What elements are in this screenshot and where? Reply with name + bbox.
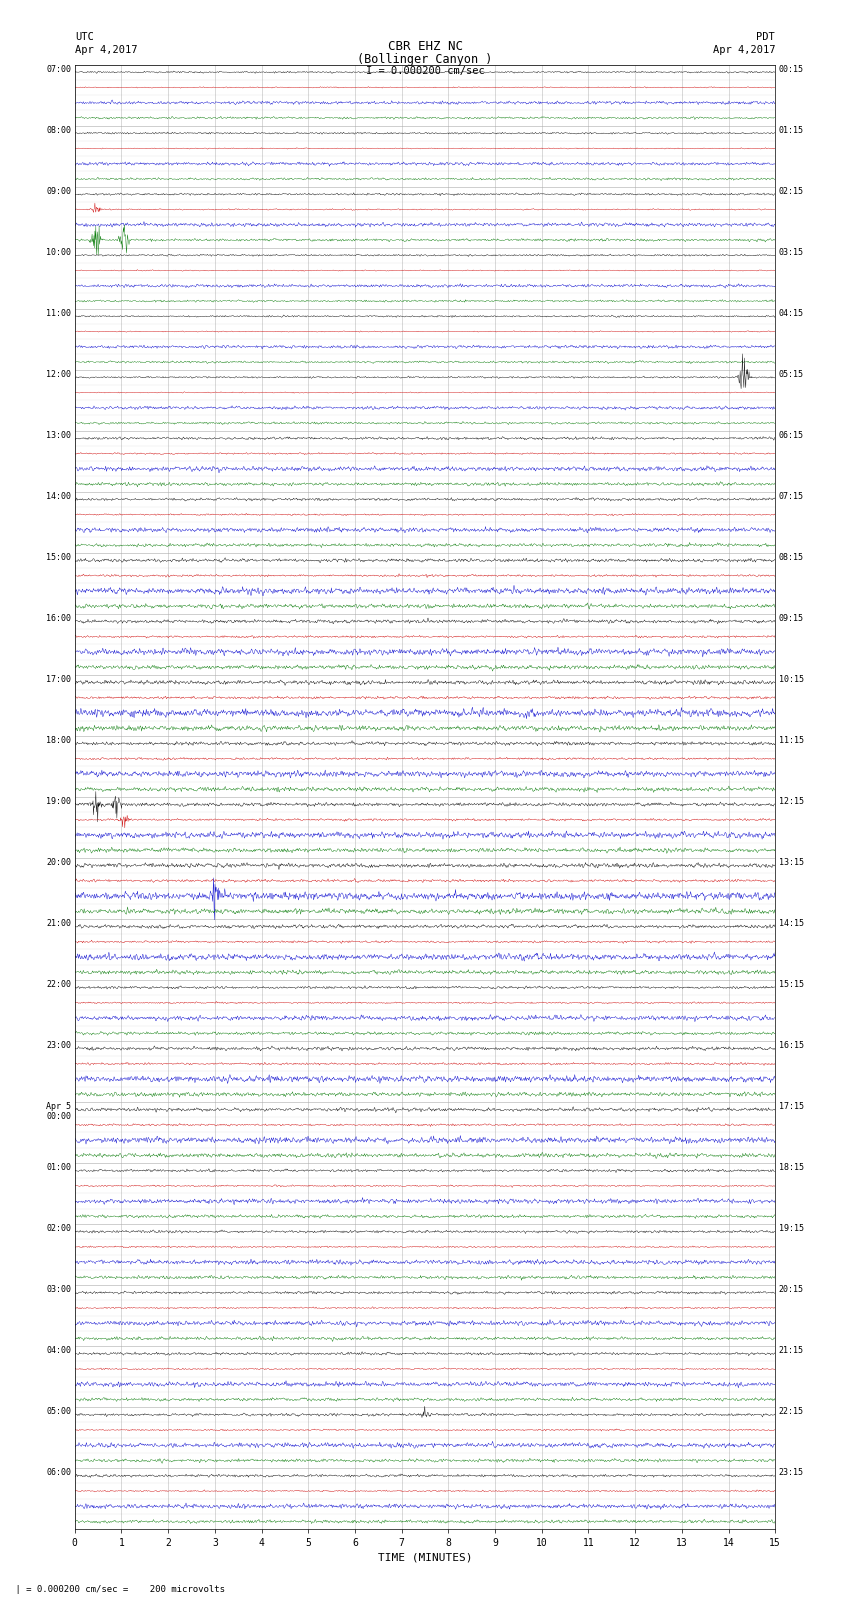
Text: 00:15: 00:15 bbox=[779, 65, 804, 74]
Text: 20:00: 20:00 bbox=[46, 858, 71, 866]
Text: 02:00: 02:00 bbox=[46, 1224, 71, 1232]
X-axis label: TIME (MINUTES): TIME (MINUTES) bbox=[377, 1552, 473, 1563]
Text: 03:00: 03:00 bbox=[46, 1286, 71, 1294]
Text: 05:00: 05:00 bbox=[46, 1407, 71, 1416]
Text: 18:00: 18:00 bbox=[46, 736, 71, 745]
Text: CBR EHZ NC: CBR EHZ NC bbox=[388, 40, 462, 53]
Text: 21:00: 21:00 bbox=[46, 919, 71, 927]
Text: PDT: PDT bbox=[756, 32, 775, 42]
Text: 10:00: 10:00 bbox=[46, 247, 71, 256]
Text: 16:15: 16:15 bbox=[779, 1040, 804, 1050]
Text: 16:00: 16:00 bbox=[46, 615, 71, 623]
Text: 08:00: 08:00 bbox=[46, 126, 71, 134]
Text: 15:15: 15:15 bbox=[779, 981, 804, 989]
Text: 06:15: 06:15 bbox=[779, 431, 804, 440]
Text: 15:00: 15:00 bbox=[46, 553, 71, 561]
Text: 13:15: 13:15 bbox=[779, 858, 804, 866]
Text: 17:00: 17:00 bbox=[46, 674, 71, 684]
Text: 07:15: 07:15 bbox=[779, 492, 804, 500]
Text: 08:15: 08:15 bbox=[779, 553, 804, 561]
Text: Apr 4,2017: Apr 4,2017 bbox=[712, 45, 775, 55]
Text: 17:15: 17:15 bbox=[779, 1102, 804, 1111]
Text: 01:15: 01:15 bbox=[779, 126, 804, 134]
Text: 19:00: 19:00 bbox=[46, 797, 71, 806]
Text: 06:00: 06:00 bbox=[46, 1468, 71, 1478]
Text: 12:00: 12:00 bbox=[46, 369, 71, 379]
Text: 19:15: 19:15 bbox=[779, 1224, 804, 1232]
Text: 04:00: 04:00 bbox=[46, 1345, 71, 1355]
Text: 11:15: 11:15 bbox=[779, 736, 804, 745]
Text: 02:15: 02:15 bbox=[779, 187, 804, 195]
Text: 23:15: 23:15 bbox=[779, 1468, 804, 1478]
Text: I = 0.000200 cm/sec: I = 0.000200 cm/sec bbox=[366, 66, 484, 76]
Text: Apr 5
00:00: Apr 5 00:00 bbox=[46, 1102, 71, 1121]
Text: 12:15: 12:15 bbox=[779, 797, 804, 806]
Text: 20:15: 20:15 bbox=[779, 1286, 804, 1294]
Text: 22:15: 22:15 bbox=[779, 1407, 804, 1416]
Text: UTC: UTC bbox=[75, 32, 94, 42]
Text: | = 0.000200 cm/sec =    200 microvolts: | = 0.000200 cm/sec = 200 microvolts bbox=[10, 1584, 225, 1594]
Text: 21:15: 21:15 bbox=[779, 1345, 804, 1355]
Text: 13:00: 13:00 bbox=[46, 431, 71, 440]
Text: 09:15: 09:15 bbox=[779, 615, 804, 623]
Text: 22:00: 22:00 bbox=[46, 981, 71, 989]
Text: 11:00: 11:00 bbox=[46, 308, 71, 318]
Text: 09:00: 09:00 bbox=[46, 187, 71, 195]
Text: 01:00: 01:00 bbox=[46, 1163, 71, 1173]
Text: (Bollinger Canyon ): (Bollinger Canyon ) bbox=[357, 53, 493, 66]
Text: 18:15: 18:15 bbox=[779, 1163, 804, 1173]
Text: 05:15: 05:15 bbox=[779, 369, 804, 379]
Text: 04:15: 04:15 bbox=[779, 308, 804, 318]
Text: Apr 4,2017: Apr 4,2017 bbox=[75, 45, 138, 55]
Text: 14:00: 14:00 bbox=[46, 492, 71, 500]
Text: 14:15: 14:15 bbox=[779, 919, 804, 927]
Text: 07:00: 07:00 bbox=[46, 65, 71, 74]
Text: 10:15: 10:15 bbox=[779, 674, 804, 684]
Text: 23:00: 23:00 bbox=[46, 1040, 71, 1050]
Text: 03:15: 03:15 bbox=[779, 247, 804, 256]
